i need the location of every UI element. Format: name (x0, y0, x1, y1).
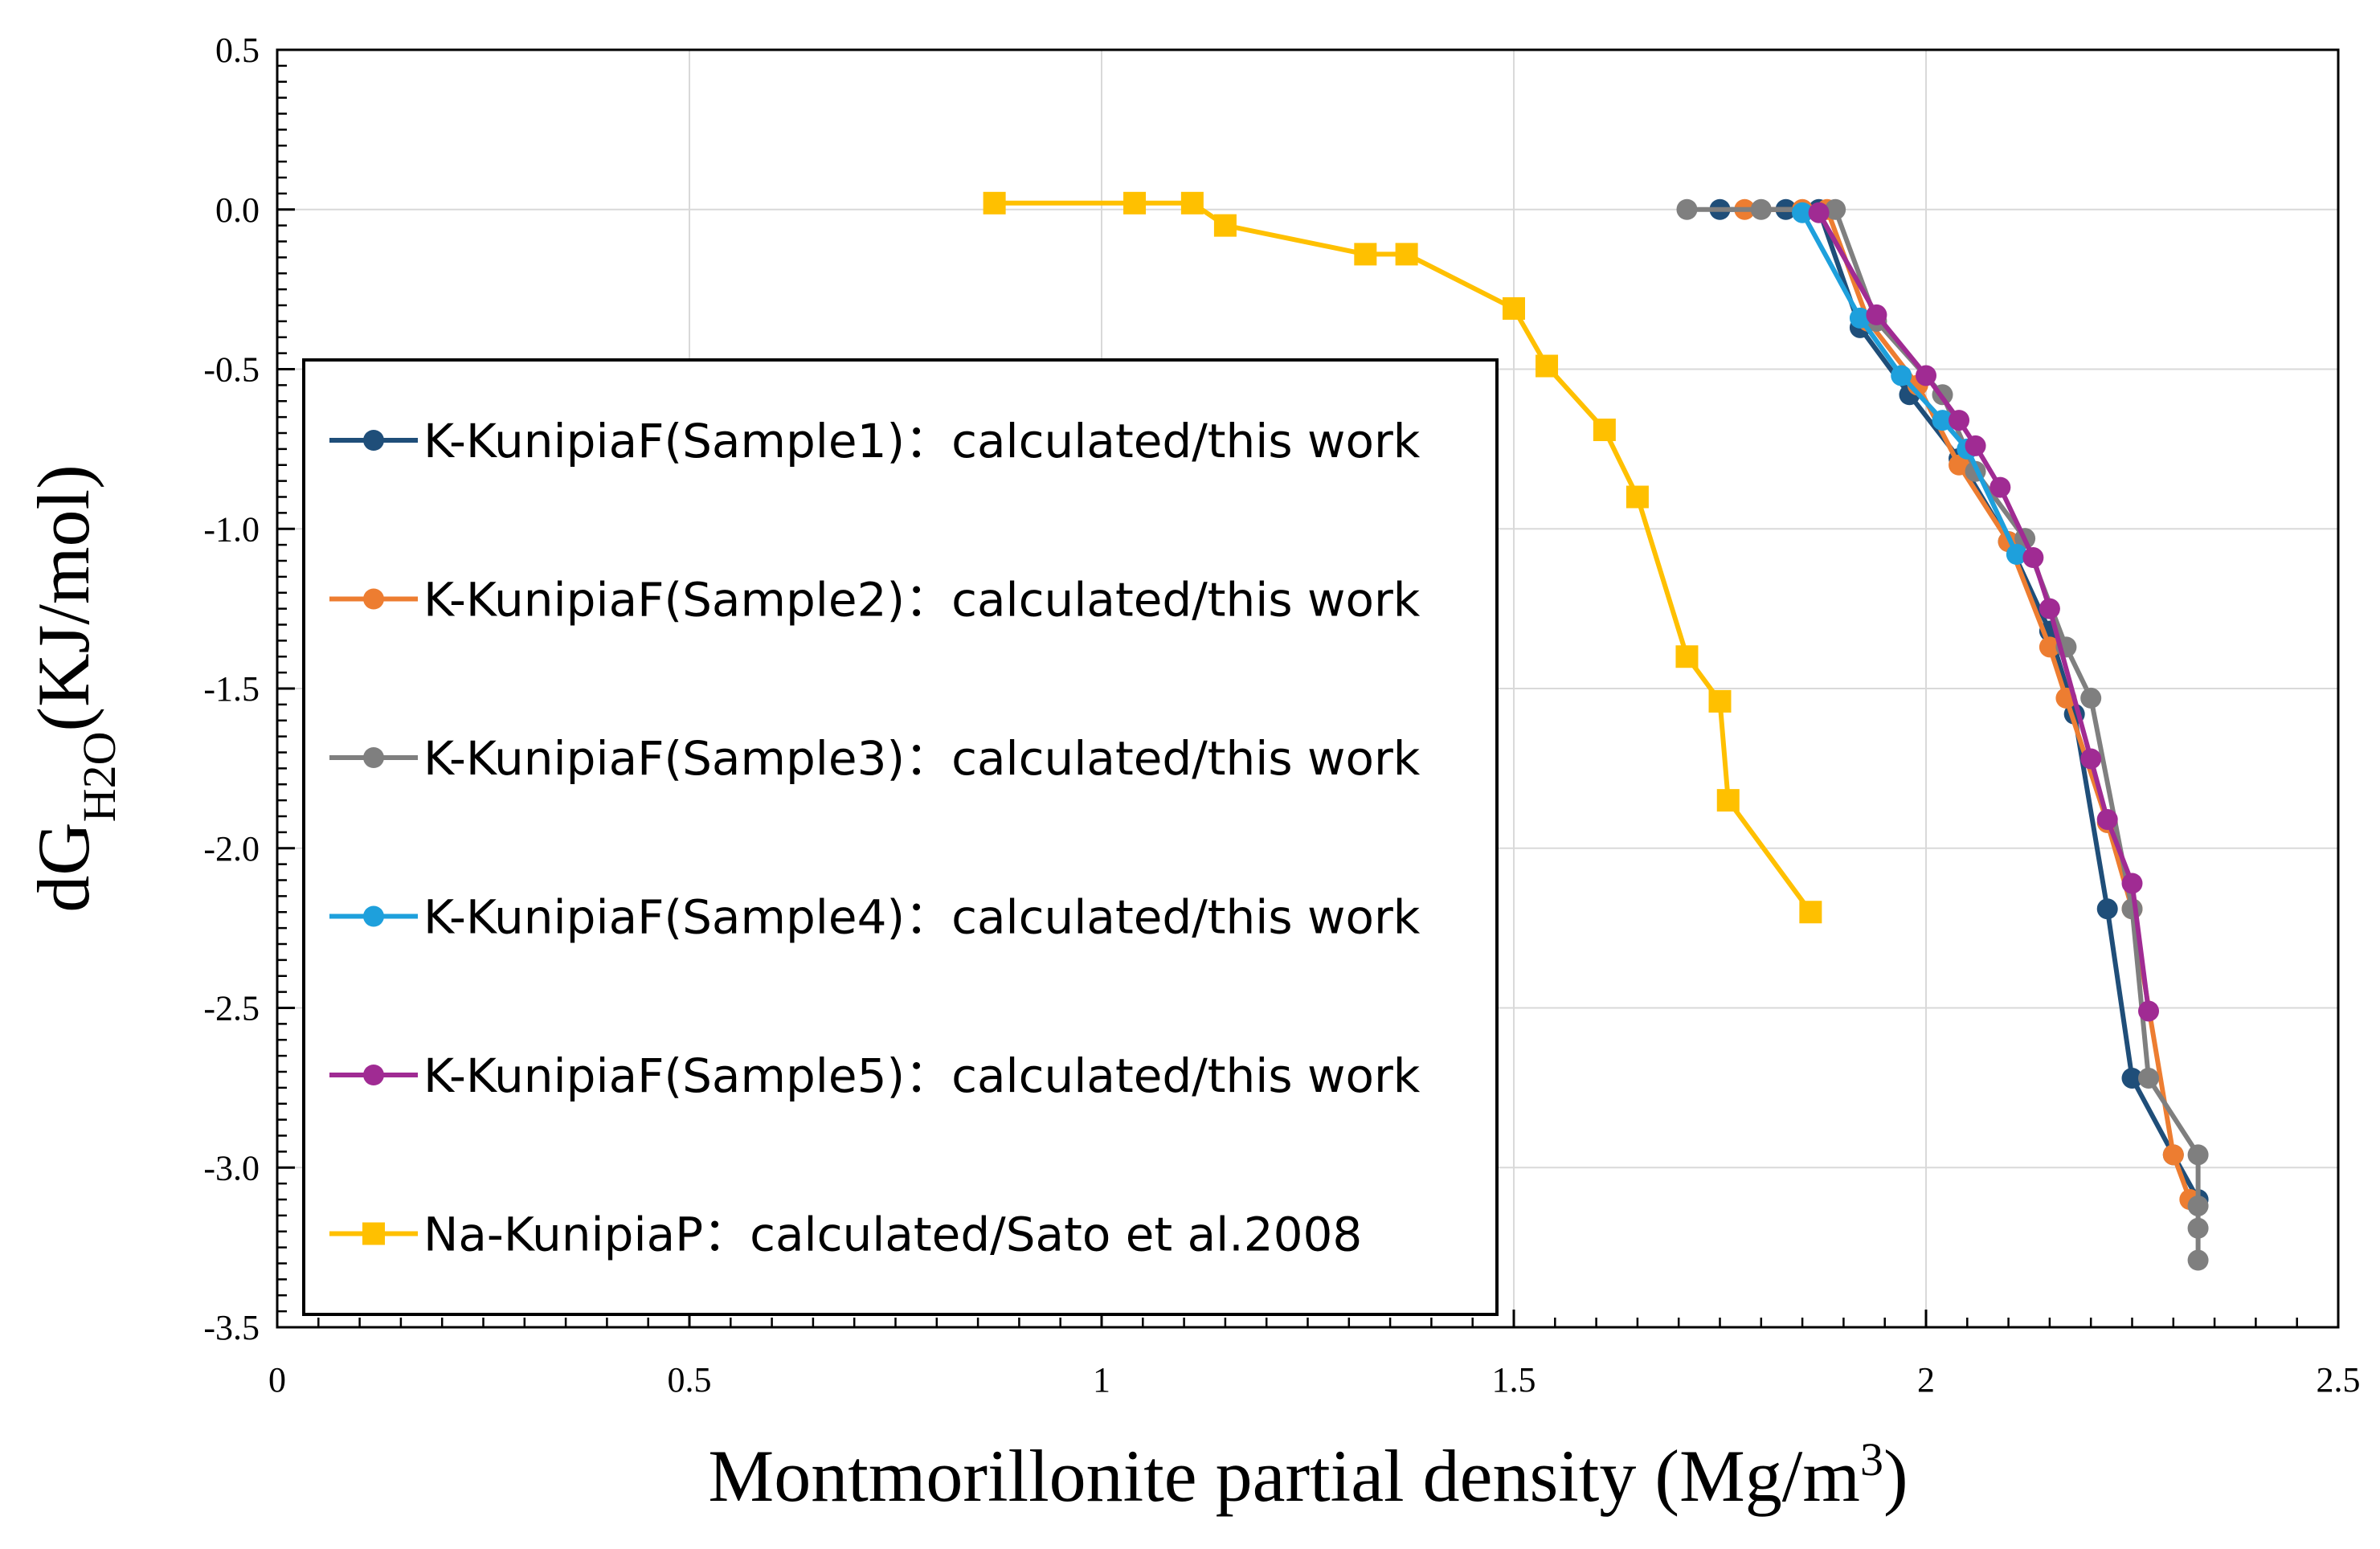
legend: K-KunipiaF(Sample1)：calculated/this work… (302, 358, 1499, 1316)
data-point (2138, 1067, 2160, 1089)
legend-marker (363, 747, 384, 768)
data-point (2039, 598, 2060, 619)
data-point (1750, 198, 1772, 220)
legend-entry: K-KunipiaF(Sample3)：calculated/this work (329, 731, 1421, 786)
data-point-square (1675, 645, 1699, 668)
data-point-square (1708, 689, 1732, 713)
series-layer (983, 191, 2209, 1271)
series-5 (1808, 202, 2160, 1022)
x-tick-label: 0.5 (668, 1360, 712, 1400)
legend-box (302, 358, 1499, 1316)
axis-labels: Montmorillonite partial density (Mg/m3) d… (22, 464, 1908, 1517)
y-tick-label: -3.5 (203, 1308, 260, 1347)
y-tick-label: -1.5 (203, 669, 260, 709)
legend-marker-square (362, 1222, 385, 1245)
data-point-square (1213, 214, 1237, 237)
y-tick-label: 0.0 (215, 190, 260, 230)
data-point-square (1354, 243, 1377, 266)
x-tick-label: 1 (1093, 1360, 1110, 1400)
data-point (1849, 307, 1871, 329)
y-tick-label: -2.5 (203, 989, 260, 1028)
data-point-square (1716, 789, 1740, 812)
legend-label: K-KunipiaF(Sample1)：calculated/this work (423, 414, 1421, 468)
x-tick-label: 1.5 (1492, 1360, 1536, 1400)
data-point (2187, 1249, 2209, 1271)
y-tick-label: -0.5 (203, 350, 260, 390)
data-point-square (1593, 419, 1616, 442)
data-point-square (1395, 243, 1418, 266)
data-point (2121, 1067, 2143, 1089)
legend-entry: Na-KunipiaP：calculated/Sato et al.2008 (329, 1208, 1362, 1262)
axes: 0.5 0.0 -0.5 -1.0 -1.5 -2.0 -2.5 -3.0 -3.50 0.5 1 1… (203, 31, 2360, 1400)
x-tick-label: 0 (268, 1360, 286, 1400)
x-axis-label: Montmorillonite partial density (Mg/m3) (708, 1433, 1908, 1518)
data-point (1891, 365, 1912, 386)
data-point (1932, 410, 1953, 431)
legend-marker (363, 430, 384, 451)
legend-label: K-KunipiaF(Sample2)：calculated/this work (423, 573, 1421, 627)
data-point (1965, 435, 1986, 456)
data-point-square (1536, 354, 1559, 378)
data-point (1949, 454, 1970, 476)
series-line (1816, 211, 2151, 1012)
legend-label: K-KunipiaF(Sample4)：calculated/this work (423, 890, 1421, 945)
legend-marker (363, 905, 384, 927)
data-point (1916, 365, 1936, 386)
data-point (1792, 202, 1814, 223)
data-point-square (1799, 901, 1822, 924)
data-point (1989, 476, 2011, 498)
series-line (1800, 211, 2019, 556)
legend-label: K-KunipiaF(Sample5)：calculated/this work (423, 1048, 1421, 1103)
data-point-square (1180, 191, 1204, 215)
data-point (2006, 544, 2027, 566)
data-point (2162, 1144, 2184, 1166)
data-point (1808, 202, 1830, 223)
legend-label: Na-KunipiaP：calculated/Sato et al.2008 (423, 1208, 1362, 1262)
x-tick-label: 2.5 (2317, 1360, 2361, 1400)
series-4 (1792, 202, 2027, 566)
data-point (2187, 1217, 2209, 1239)
y-tick-label: -1.0 (203, 509, 260, 549)
data-point-square (1626, 485, 1649, 509)
data-point (1949, 410, 1970, 431)
legend-entry: K-KunipiaF(Sample4)：calculated/this work (329, 890, 1421, 945)
legend-entry: K-KunipiaF(Sample1)：calculated/this work (329, 414, 1421, 468)
series-6 (983, 191, 1822, 924)
data-point (1825, 198, 1846, 220)
data-point (2039, 636, 2060, 658)
data-point (1676, 198, 1698, 220)
legend-label: K-KunipiaF(Sample3)：calculated/this work (423, 731, 1421, 786)
legend-marker (363, 588, 384, 610)
data-point (2080, 748, 2102, 770)
data-point (2138, 1000, 2160, 1022)
data-point (2080, 687, 2102, 709)
data-point (2022, 547, 2044, 569)
data-point (2187, 1144, 2209, 1166)
legend-entry: K-KunipiaF(Sample2)：calculated/this work (329, 573, 1421, 627)
legend-marker (363, 1065, 384, 1085)
legend-entry: K-KunipiaF(Sample5)：calculated/this work (329, 1048, 1421, 1103)
y-tick-label: 0.5 (215, 31, 260, 70)
data-point (2187, 1195, 2209, 1216)
data-point (1866, 304, 1887, 325)
data-point-square (1503, 296, 1525, 320)
y-axis-label: dGH2O(KJ/mol) (22, 464, 125, 912)
data-point (2121, 873, 2143, 894)
x-tick-label: 2 (1917, 1360, 1935, 1400)
data-point (2096, 808, 2118, 830)
y-tick-label: -3.0 (203, 1148, 260, 1187)
data-point-square (1123, 191, 1147, 215)
data-point (2096, 898, 2118, 920)
data-point-square (983, 191, 1006, 215)
y-tick-label: -2.0 (203, 829, 260, 869)
